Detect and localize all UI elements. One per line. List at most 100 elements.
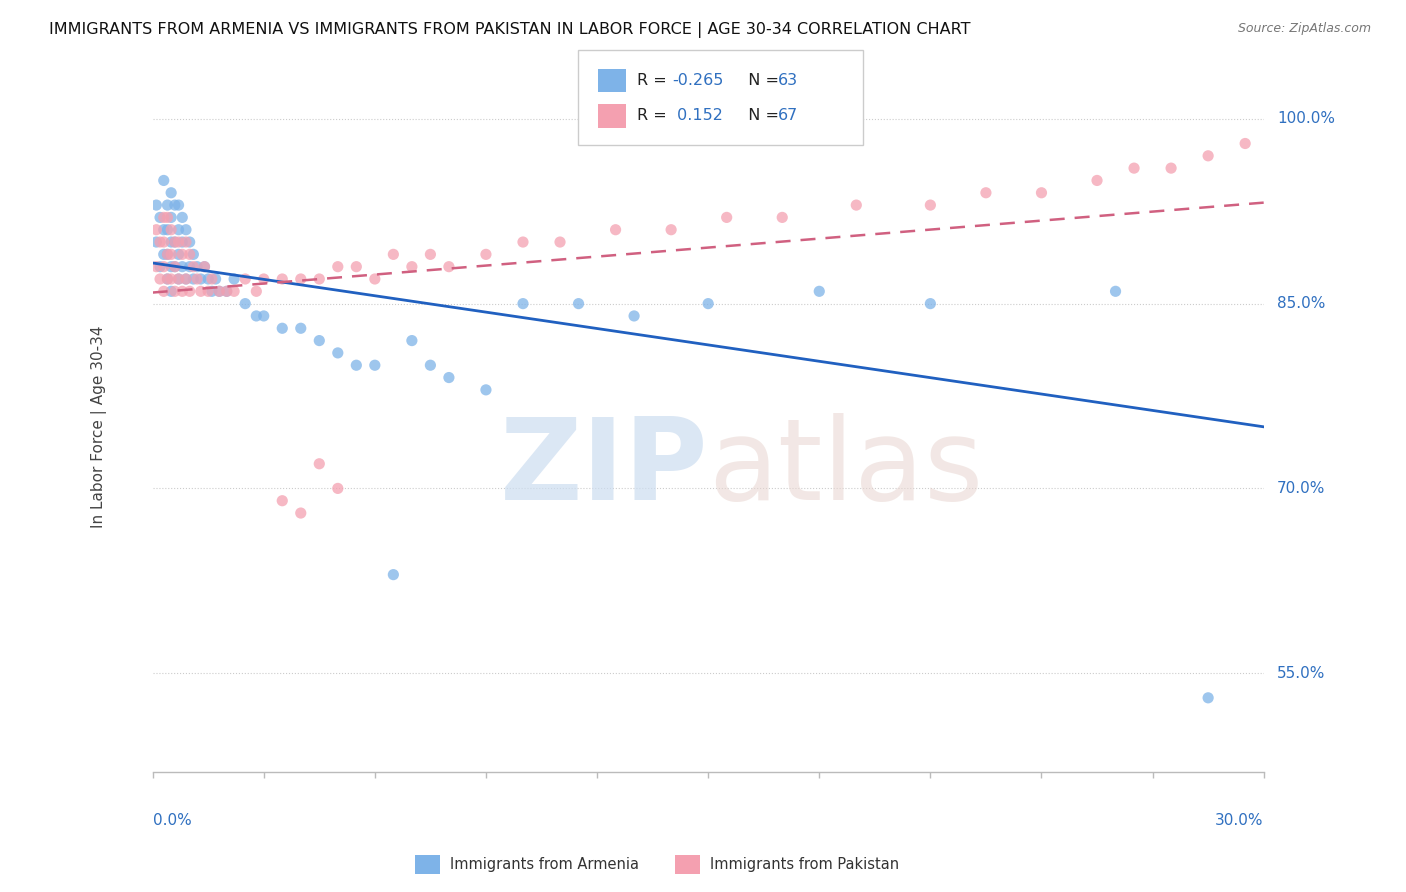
Point [401,334,423,348]
Point [1197,690,1219,705]
Point [160,223,183,237]
Point [172,247,194,261]
Point [623,309,645,323]
Point [1104,285,1126,299]
Point [201,285,224,299]
Text: atlas: atlas [709,413,983,524]
Point [156,198,179,212]
Point [149,260,172,274]
Text: R =: R = [637,109,672,123]
Point [167,223,190,237]
Text: Source: ZipAtlas.com: Source: ZipAtlas.com [1237,22,1371,36]
Point [419,247,441,261]
Point [271,272,294,286]
Point [1234,136,1257,151]
Point [437,260,460,274]
Point [716,211,738,225]
Point [512,235,534,249]
Point [197,285,219,299]
Point [290,272,312,286]
Text: 85.0%: 85.0% [1277,296,1326,311]
Point [364,358,387,372]
Text: 63: 63 [778,73,797,87]
Point [156,272,179,286]
Point [183,260,205,274]
Point [183,272,205,286]
Point [163,260,186,274]
Point [224,285,246,299]
Point [149,235,172,249]
Point [163,235,186,249]
Point [208,285,231,299]
Point [152,285,174,299]
Point [253,309,276,323]
Point [605,223,627,237]
Point [172,211,194,225]
Point [475,247,498,261]
Point [145,235,167,249]
Point [344,358,367,372]
Point [437,370,460,384]
Point [149,272,172,286]
Point [172,260,194,274]
Point [512,296,534,310]
Point [172,285,194,299]
Point [160,272,183,286]
Point [215,285,238,299]
Point [193,260,215,274]
Point [160,186,183,200]
Point [271,321,294,335]
Text: 30.0%: 30.0% [1215,814,1264,828]
Point [186,272,208,286]
Point [197,272,219,286]
Text: 0.0%: 0.0% [153,814,191,828]
Point [172,235,194,249]
Point [1197,149,1219,163]
Point [179,235,201,249]
Point [145,223,167,237]
Point [215,285,238,299]
Point [290,321,312,335]
Text: 0.152: 0.152 [672,109,723,123]
Point [382,567,405,582]
Point [149,211,172,225]
Point [186,260,208,274]
Point [156,223,179,237]
Point [163,260,186,274]
Point [808,285,831,299]
Text: N =: N = [738,73,785,87]
Point [1085,173,1108,187]
Point [548,235,571,249]
Point [567,296,589,310]
Point [167,247,190,261]
Text: R =: R = [637,73,672,87]
Point [174,272,197,286]
Point [659,223,682,237]
Text: N =: N = [738,109,785,123]
Point [419,358,441,372]
Point [145,260,167,274]
Point [326,260,349,274]
Point [174,223,197,237]
Point [974,186,997,200]
Point [174,235,197,249]
Point [697,296,720,310]
Point [156,247,179,261]
Point [160,235,183,249]
Text: In Labor Force | Age 30-34: In Labor Force | Age 30-34 [91,326,107,528]
Point [160,285,183,299]
Point [201,272,224,286]
Point [160,260,183,274]
Point [167,272,190,286]
Point [245,285,267,299]
Point [163,285,186,299]
Point [167,272,190,286]
Text: Immigrants from Pakistan: Immigrants from Pakistan [710,857,900,871]
Point [152,247,174,261]
Point [208,285,231,299]
Point [308,457,330,471]
Point [224,272,246,286]
Point [1160,161,1182,175]
Point [183,247,205,261]
Point [190,285,212,299]
